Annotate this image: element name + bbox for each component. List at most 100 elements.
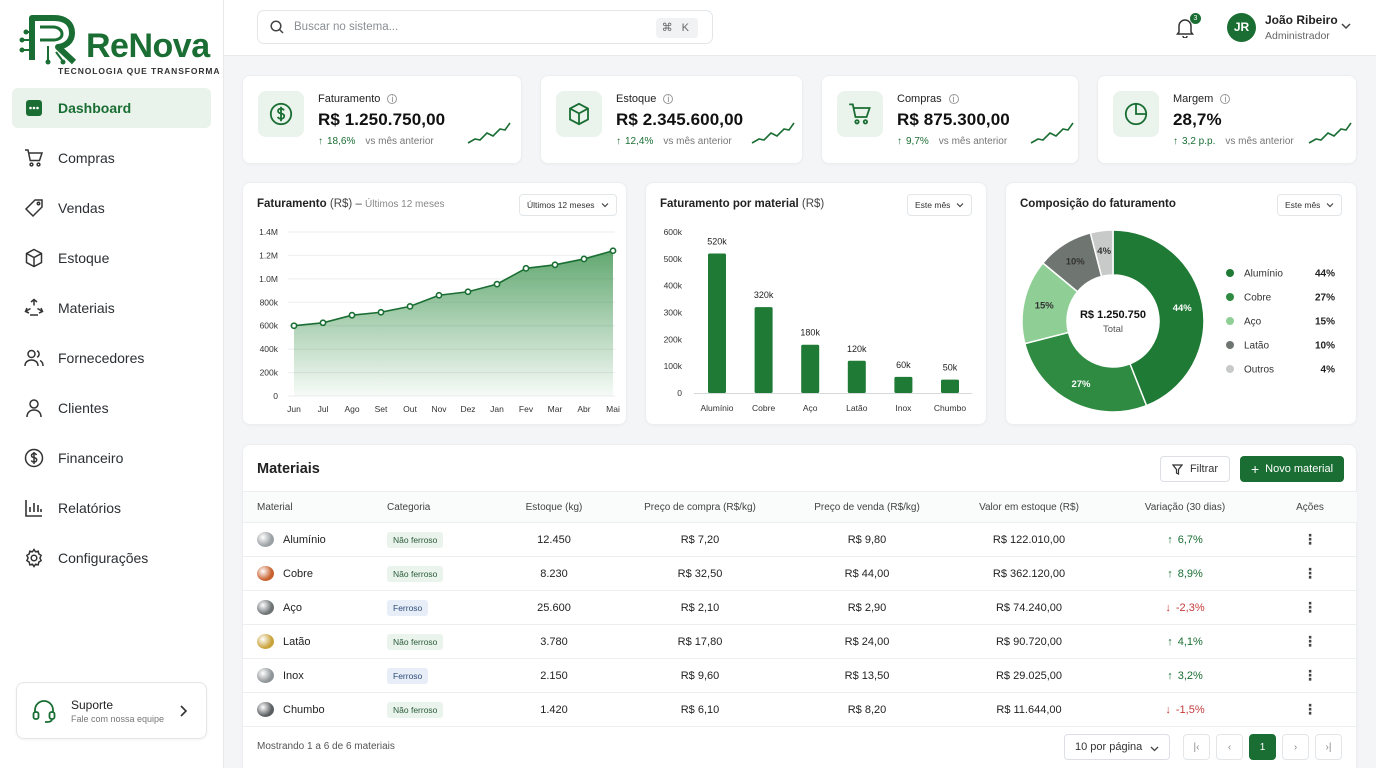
sidebar-item-estoque[interactable]: Estoque xyxy=(12,238,211,278)
sidebar-item-compras[interactable]: Compras xyxy=(12,138,211,178)
panel-title: Faturamento (R$) – Últimos 12 meses xyxy=(257,198,445,210)
period-dropdown[interactable]: Este mês xyxy=(907,194,973,216)
headset-icon xyxy=(32,699,56,723)
recycle-icon xyxy=(24,298,44,316)
chevron-down-icon xyxy=(1327,203,1334,208)
col-material[interactable]: Material xyxy=(243,491,373,523)
period-dropdown[interactable]: Últimos 12 meses xyxy=(519,194,617,216)
filter-button[interactable]: Filtrar xyxy=(1160,456,1230,482)
more-actions-icon[interactable]: ⋮ xyxy=(1303,599,1317,615)
cell-variacao: ↑ 4,1% xyxy=(1107,624,1263,659)
shortcut-hint: ⌘ K xyxy=(655,18,698,38)
arrow-up-icon: ↑ xyxy=(616,136,621,147)
last-page-button[interactable]: ›| xyxy=(1315,734,1342,760)
chevron-down-icon xyxy=(1150,746,1159,752)
cell-valor-estoque: R$ 90.720,00 xyxy=(951,624,1107,659)
material-swatch-icon xyxy=(257,634,274,649)
col-estoque[interactable]: Estoque (kg) xyxy=(491,491,617,523)
cell-valor-estoque: R$ 29.025,00 xyxy=(951,658,1107,693)
cell-categoria: Não ferroso xyxy=(373,692,491,727)
kpi-label: Estoque i xyxy=(616,93,674,105)
cell-estoque: 25.600 xyxy=(491,590,617,625)
logo-mark-icon xyxy=(19,15,77,65)
info-icon[interactable]: i xyxy=(663,94,674,104)
material-swatch-icon xyxy=(257,668,274,683)
arrow-up-icon: ↑ xyxy=(1173,136,1178,147)
table-row[interactable]: Alumínio Não ferroso 12.450 R$ 7,20 R$ 9,80 R… xyxy=(243,522,1357,557)
sidebar-item-financeiro[interactable]: Financeiro xyxy=(12,438,211,478)
cell-acoes: ⋮ xyxy=(1263,556,1357,591)
table-row[interactable]: Aço Ferroso 25.600 R$ 2,10 R$ 2,90 R$ 74.240,… xyxy=(243,590,1357,625)
slice-label: 4% xyxy=(1097,246,1111,257)
sidebar-item-relatorios[interactable]: Relatórios xyxy=(12,488,211,528)
user-name[interactable]: João Ribeiro xyxy=(1265,13,1338,27)
sidebar-item-clientes[interactable]: Clientes xyxy=(12,388,211,428)
cell-acoes: ⋮ xyxy=(1263,624,1357,659)
material-swatch-icon xyxy=(257,566,274,581)
new-material-button[interactable]: + Novo material xyxy=(1240,456,1344,482)
cell-material: Alumínio xyxy=(243,522,373,557)
col-categoria[interactable]: Categoria xyxy=(373,491,491,523)
support-card[interactable]: Suporte Fale com nossa equipe xyxy=(16,682,207,739)
table-row[interactable]: Latão Não ferroso 3.780 R$ 17,80 R$ 24,00 R$ … xyxy=(243,624,1357,659)
sidebar-item-dashboard[interactable]: Dashboard xyxy=(12,88,211,128)
notification-badge: 3 xyxy=(1190,13,1201,24)
kpi-label: Compras i xyxy=(897,93,959,105)
more-actions-icon[interactable]: ⋮ xyxy=(1303,667,1317,683)
table-row[interactable]: Chumbo Não ferroso 1.420 R$ 6,10 R$ 8,20 R$ 1… xyxy=(243,692,1357,727)
logo[interactable]: ReNova TECNOLOGIA QUE TRANSFORMA xyxy=(18,10,220,80)
sidebar-item-vendas[interactable]: Vendas xyxy=(12,188,211,228)
sidebar-item-fornecedores[interactable]: Fornecedores xyxy=(12,338,211,378)
sidebar-item-configuracoes[interactable]: Configurações xyxy=(12,538,211,578)
period-dropdown[interactable]: Este mês xyxy=(1277,194,1343,216)
col-preco-venda[interactable]: Preço de venda (R$/kg) xyxy=(783,491,951,523)
category-badge: Ferroso xyxy=(387,667,429,684)
col-valor-estoque[interactable]: Valor em estoque (R$) xyxy=(951,491,1107,523)
category-badge: Ferroso xyxy=(387,599,429,616)
search-box[interactable]: ⌘ K xyxy=(257,10,713,44)
info-icon[interactable]: i xyxy=(1220,94,1231,104)
first-page-button[interactable]: |‹ xyxy=(1183,734,1210,760)
x-tick-label: Chumbo xyxy=(934,403,966,413)
bell-icon[interactable] xyxy=(1174,16,1196,38)
sidebar-item-materiais[interactable]: Materiais xyxy=(12,288,211,328)
info-icon[interactable]: i xyxy=(948,94,959,104)
cell-valor-estoque: R$ 11.644,00 xyxy=(951,692,1107,727)
avatar[interactable]: JR xyxy=(1227,13,1256,42)
more-actions-icon[interactable]: ⋮ xyxy=(1303,701,1317,717)
slice-label: 15% xyxy=(1035,301,1055,312)
page-button[interactable]: 1 xyxy=(1249,734,1276,760)
category-badge: Não ferroso xyxy=(387,531,444,548)
cell-estoque: 8.230 xyxy=(491,556,617,591)
next-page-button[interactable]: › xyxy=(1282,734,1309,760)
data-point xyxy=(406,302,414,310)
kpi-icon-wrap xyxy=(556,91,602,137)
table-row[interactable]: Inox Ferroso 2.150 R$ 9,60 R$ 13,50 R$ 29.025… xyxy=(243,658,1357,693)
x-tick-label: Dez xyxy=(460,404,475,414)
more-actions-icon[interactable]: ⋮ xyxy=(1303,531,1317,547)
table-row[interactable]: Cobre Não ferroso 8.230 R$ 32,50 R$ 44,00 R$ … xyxy=(243,556,1357,591)
dashboard-icon xyxy=(26,100,42,116)
x-tick-label: Mar xyxy=(548,404,563,414)
bar-value-label: 50k xyxy=(943,363,958,373)
sidebar-item-label: Estoque xyxy=(58,250,110,266)
sparkline xyxy=(1308,122,1352,144)
y-tick-label: 400k xyxy=(664,281,683,291)
col-preco-compra[interactable]: Preço de compra (R$/kg) xyxy=(617,491,783,523)
per-page-select[interactable]: 10 por página xyxy=(1064,734,1170,760)
composition-panel: Composição do faturamento Este mês 44% 27… xyxy=(1005,182,1357,425)
chevron-down-icon[interactable] xyxy=(1340,20,1352,32)
composition-donut-chart: 44% 27% 15% 10% 4% R$ 1.250.750 Total Alumínio 4… xyxy=(1021,229,1335,413)
search-input[interactable] xyxy=(294,21,654,33)
prev-page-button[interactable]: ‹ xyxy=(1216,734,1243,760)
kpi-label: Margem i xyxy=(1173,93,1231,105)
more-actions-icon[interactable]: ⋮ xyxy=(1303,633,1317,649)
support-title: Suporte xyxy=(71,697,114,712)
more-actions-icon[interactable]: ⋮ xyxy=(1303,565,1317,581)
col-variacao[interactable]: Variação (30 dias) xyxy=(1107,491,1263,523)
info-icon[interactable]: i xyxy=(387,94,398,104)
arrow-up-icon: ↑ xyxy=(1167,669,1173,682)
materials-table: Material Categoria Estoque (kg) Preço de… xyxy=(243,491,1357,727)
tag-icon xyxy=(24,199,43,218)
kpi-card-margem: Margem i 28,7% ↑ 3,2 p.p. vs mês anterior xyxy=(1097,75,1357,164)
